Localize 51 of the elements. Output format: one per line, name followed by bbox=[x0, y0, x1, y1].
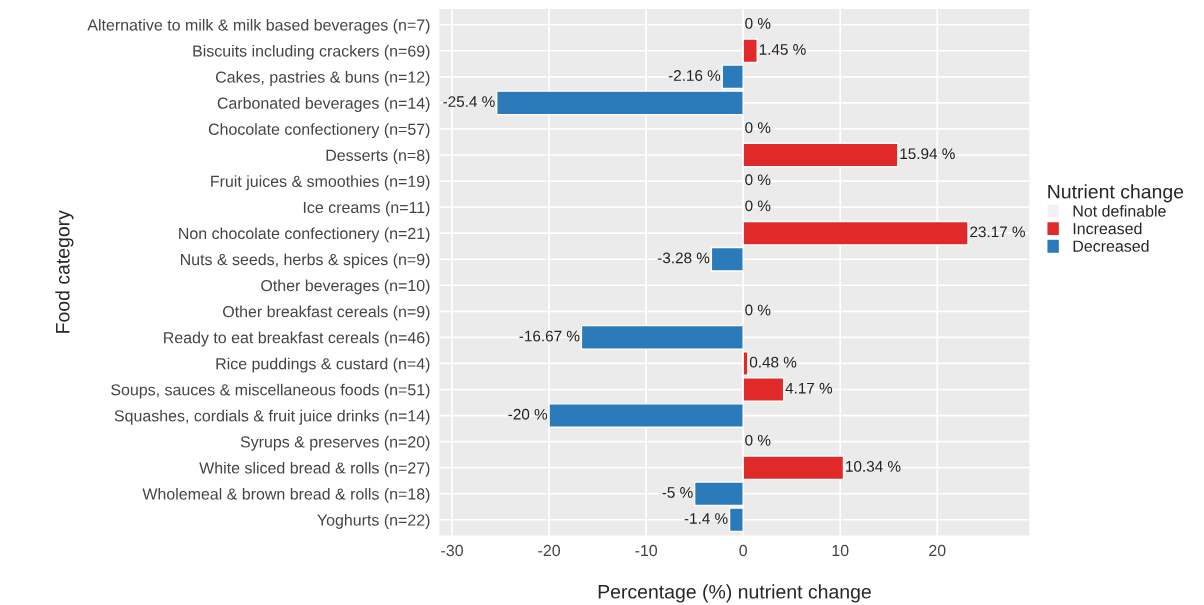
data-label: -2.16 % bbox=[668, 70, 721, 81]
y-tick-label: Syrups & preserves (n=20) bbox=[240, 435, 430, 451]
data-label: -1.4 % bbox=[684, 513, 728, 524]
legend-label: Increased bbox=[1073, 222, 1142, 235]
y-tick-label: Other breakfast cereals (n=9) bbox=[223, 305, 430, 321]
y-tick-label: Yoghurts (n=22) bbox=[317, 514, 430, 529]
data-label: 0 % bbox=[745, 200, 771, 212]
data-label: 0 % bbox=[745, 17, 771, 29]
data-label: 23.17 % bbox=[970, 226, 1025, 238]
y-tick-label: Fruit juices & smoothies (n=19) bbox=[211, 175, 430, 191]
x-tick-label: -20 bbox=[538, 544, 561, 557]
data-label: 0 % bbox=[745, 304, 771, 316]
x-tick-label: 10 bbox=[832, 544, 849, 557]
y-tick-label: Alternative to milk & milk based beverages (n=7) bbox=[87, 18, 430, 34]
y-tick-label: Ice creams (n=11) bbox=[303, 201, 430, 217]
y-tick-label: Squashes, cordials & fruit juice drinks (n=14) bbox=[114, 409, 430, 425]
data-label: -25.4 % bbox=[443, 96, 495, 107]
data-label: 0 % bbox=[745, 174, 771, 186]
legend-label: Not definable bbox=[1073, 205, 1166, 217]
y-tick-label: Non chocolate confectionery (n=21) bbox=[179, 227, 430, 243]
y-tick-label: Soups, sauces & miscellaneous foods (n=51) bbox=[111, 383, 430, 399]
data-label: -5 % bbox=[662, 487, 693, 498]
legend-label: Decreased bbox=[1073, 240, 1149, 252]
y-axis-title: Food category bbox=[55, 210, 74, 333]
data-label: 0.48 % bbox=[749, 356, 797, 368]
y-tick-label: Biscuits including crackers (n=69) bbox=[193, 44, 430, 60]
x-tick-label: -30 bbox=[441, 544, 463, 557]
data-label: 15.94 % bbox=[900, 148, 955, 160]
data-label: 10.34 % bbox=[846, 460, 901, 472]
y-tick-label: Carbonated beverages (n=14) bbox=[217, 97, 430, 112]
y-tick-label: Other beverages (n=10) bbox=[261, 279, 430, 295]
data-label: -3.28 % bbox=[657, 252, 710, 264]
data-label: -16.67 % bbox=[519, 330, 580, 342]
data-label: 4.17 % bbox=[785, 382, 833, 394]
data-label: 0 % bbox=[745, 122, 771, 134]
data-label: 0 % bbox=[745, 434, 771, 446]
y-tick-label: Ready to eat breakfast cereals (n=46) bbox=[164, 331, 430, 347]
y-tick-label: Rice puddings & custard (n=4) bbox=[216, 357, 430, 373]
y-tick-label: Desserts (n=8) bbox=[326, 149, 430, 165]
y-tick-label: White sliced bread & rolls (n=27) bbox=[199, 461, 430, 477]
x-tick-label: 0 bbox=[739, 544, 747, 557]
y-tick-label: Wholemeal & brown bread & rolls (n=18) bbox=[142, 487, 430, 503]
data-label: 1.45 % bbox=[759, 44, 806, 55]
x-axis-title: Percentage (%) nutrient change bbox=[598, 584, 871, 603]
y-tick-label: Nuts & seeds, herbs & spices (n=9) bbox=[180, 253, 430, 269]
y-tick-label: Cakes, pastries & buns (n=12) bbox=[215, 71, 430, 86]
x-tick-label: -10 bbox=[635, 544, 658, 557]
x-tick-label: 20 bbox=[929, 544, 946, 557]
data-label: -20 % bbox=[508, 408, 548, 420]
legend-title: Nutrient change bbox=[1048, 184, 1184, 203]
y-tick-label: Chocolate confectionery (n=57) bbox=[208, 123, 430, 139]
